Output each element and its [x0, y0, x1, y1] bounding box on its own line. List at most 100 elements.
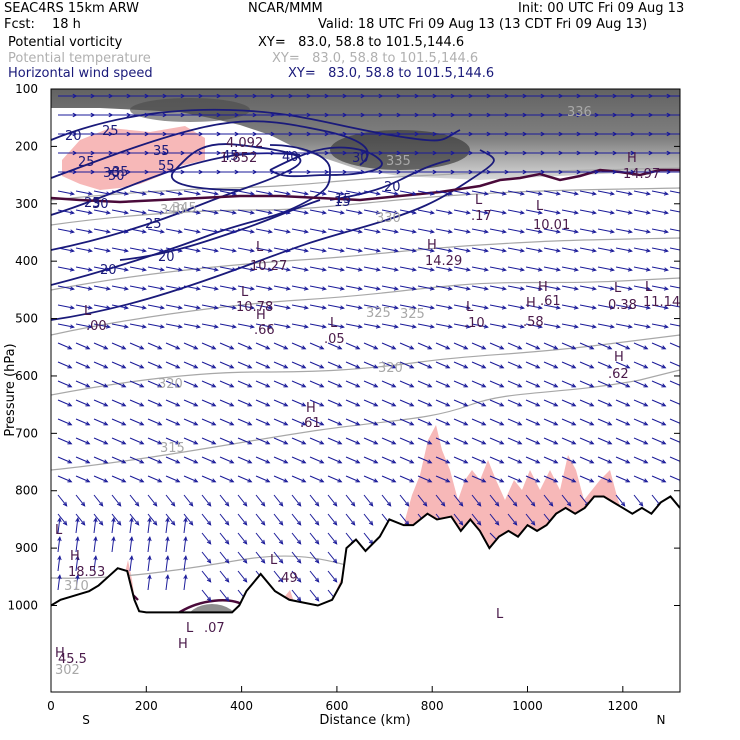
- wind-vector-head: [139, 345, 145, 350]
- wind-vector-shaft: [57, 513, 68, 526]
- wind-vector-head: [314, 520, 320, 526]
- wind-vector-shaft: [219, 228, 236, 233]
- wind-vector-head: [98, 501, 104, 507]
- wind-vector-head: [391, 421, 397, 426]
- wind-vector-shaft: [255, 475, 270, 483]
- wind-vector-head: [242, 501, 248, 507]
- wind-vector-head: [121, 421, 127, 426]
- wind-vector-shaft: [525, 190, 542, 195]
- wind-vector-head: [391, 383, 397, 388]
- wind-vector-head: [465, 267, 471, 272]
- theta-label: 310: [64, 579, 89, 594]
- wind-vector-shaft: [93, 190, 110, 195]
- wind-vector-head: [93, 555, 98, 561]
- wind-vector-shaft: [561, 342, 576, 350]
- wind-vector-shaft: [183, 418, 198, 426]
- wind-vector-shaft: [381, 266, 398, 271]
- wind-vector-head: [105, 229, 111, 234]
- wind-vector-shaft: [453, 513, 464, 526]
- wind-vector-shaft: [291, 361, 306, 369]
- wind-vector-shaft: [93, 266, 110, 271]
- wind-speed-label: 25: [102, 124, 119, 139]
- wind-vector-head: [111, 517, 116, 523]
- wind-vector-shaft: [129, 266, 146, 271]
- wind-vector-shaft: [381, 304, 398, 309]
- wind-vector-head: [337, 421, 343, 426]
- wind-vector-shaft: [57, 494, 68, 507]
- wind-vector-shaft: [579, 456, 594, 464]
- wind-vector-head: [85, 478, 91, 483]
- pv-label: L: [536, 199, 544, 214]
- wind-vector-shaft: [291, 247, 308, 252]
- wind-vector-head: [121, 345, 127, 350]
- wind-vector-head: [447, 267, 453, 272]
- wind-vector-shaft: [597, 475, 612, 483]
- wind-vector-head: [121, 402, 127, 407]
- wind-vector-shaft: [435, 266, 452, 271]
- wind-vector-shaft: [111, 513, 122, 526]
- wind-vector-head: [429, 305, 435, 310]
- wind-vector-shaft: [291, 266, 308, 271]
- wind-vector-shaft: [75, 342, 90, 350]
- wind-vector-shaft: [147, 399, 162, 407]
- wind-vector-shaft: [435, 437, 450, 445]
- wind-vector-shaft: [57, 418, 72, 426]
- x-tick-label: 200: [135, 699, 158, 713]
- wind-vector-head: [571, 421, 577, 426]
- wind-vector-head: [429, 267, 435, 272]
- wind-vector-head: [157, 459, 163, 464]
- wind-vector-shaft: [453, 361, 468, 369]
- wind-vector-head: [147, 574, 152, 580]
- wind-vector-head: [229, 459, 235, 464]
- wind-vector-shaft: [201, 589, 212, 602]
- wind-vector-shaft: [633, 266, 650, 271]
- wind-vector-head: [429, 324, 435, 329]
- wind-vector-shaft: [327, 361, 342, 369]
- pv-label: L: [84, 304, 92, 319]
- wind-vector-head: [643, 440, 649, 445]
- wind-vector-shaft: [147, 456, 162, 464]
- wind-speed-label: 20: [158, 250, 175, 265]
- wind-vector-head: [147, 517, 152, 523]
- wind-vector-shaft: [111, 323, 128, 328]
- wind-vector-head: [465, 324, 471, 329]
- wind-vector-shaft: [147, 418, 162, 426]
- wind-vector-head: [247, 364, 253, 369]
- wind-vector-shaft: [453, 399, 468, 407]
- wind-vector-head: [139, 364, 145, 369]
- wind-vector-shaft: [597, 437, 612, 445]
- wind-vector-head: [627, 286, 633, 291]
- wind-vector-head: [350, 520, 356, 526]
- wind-speed-label: 15: [334, 195, 351, 210]
- wind-vector-shaft: [309, 418, 324, 426]
- wind-vector-head: [213, 324, 219, 329]
- wind-vector-shaft: [507, 266, 524, 271]
- wind-vector-shaft: [237, 304, 254, 309]
- wind-vector-shaft: [345, 437, 360, 445]
- wind-vector-shaft: [561, 494, 572, 507]
- wind-vector-head: [589, 459, 595, 464]
- wind-vector-shaft: [417, 399, 432, 407]
- wind-vector-shaft: [309, 551, 320, 564]
- wind-vector-head: [682, 230, 686, 233]
- wind-vector-shaft: [507, 494, 518, 507]
- wind-vector-shaft: [489, 361, 504, 369]
- wind-vector-head: [373, 440, 379, 445]
- wind-vector-head: [103, 440, 109, 445]
- wind-vector-shaft: [165, 399, 180, 407]
- wind-speed-label: 20: [384, 180, 401, 195]
- theta-label: 320: [378, 361, 403, 376]
- wind-vector-head: [607, 345, 613, 350]
- theta-label: 315: [160, 441, 185, 456]
- wind-vector-head: [607, 383, 613, 388]
- wind-vector-shaft: [165, 190, 182, 195]
- wind-vector-shaft: [579, 247, 596, 252]
- wind-vector-shaft: [129, 285, 146, 290]
- wind-vector-head: [645, 286, 651, 291]
- wind-vector-shaft: [651, 304, 668, 309]
- wind-speed-label: 20: [100, 263, 117, 278]
- wind-vector-shaft: [237, 570, 248, 583]
- wind-vector-head: [147, 555, 152, 561]
- wind-vector-shaft: [147, 494, 158, 507]
- wind-vector-shaft: [399, 437, 414, 445]
